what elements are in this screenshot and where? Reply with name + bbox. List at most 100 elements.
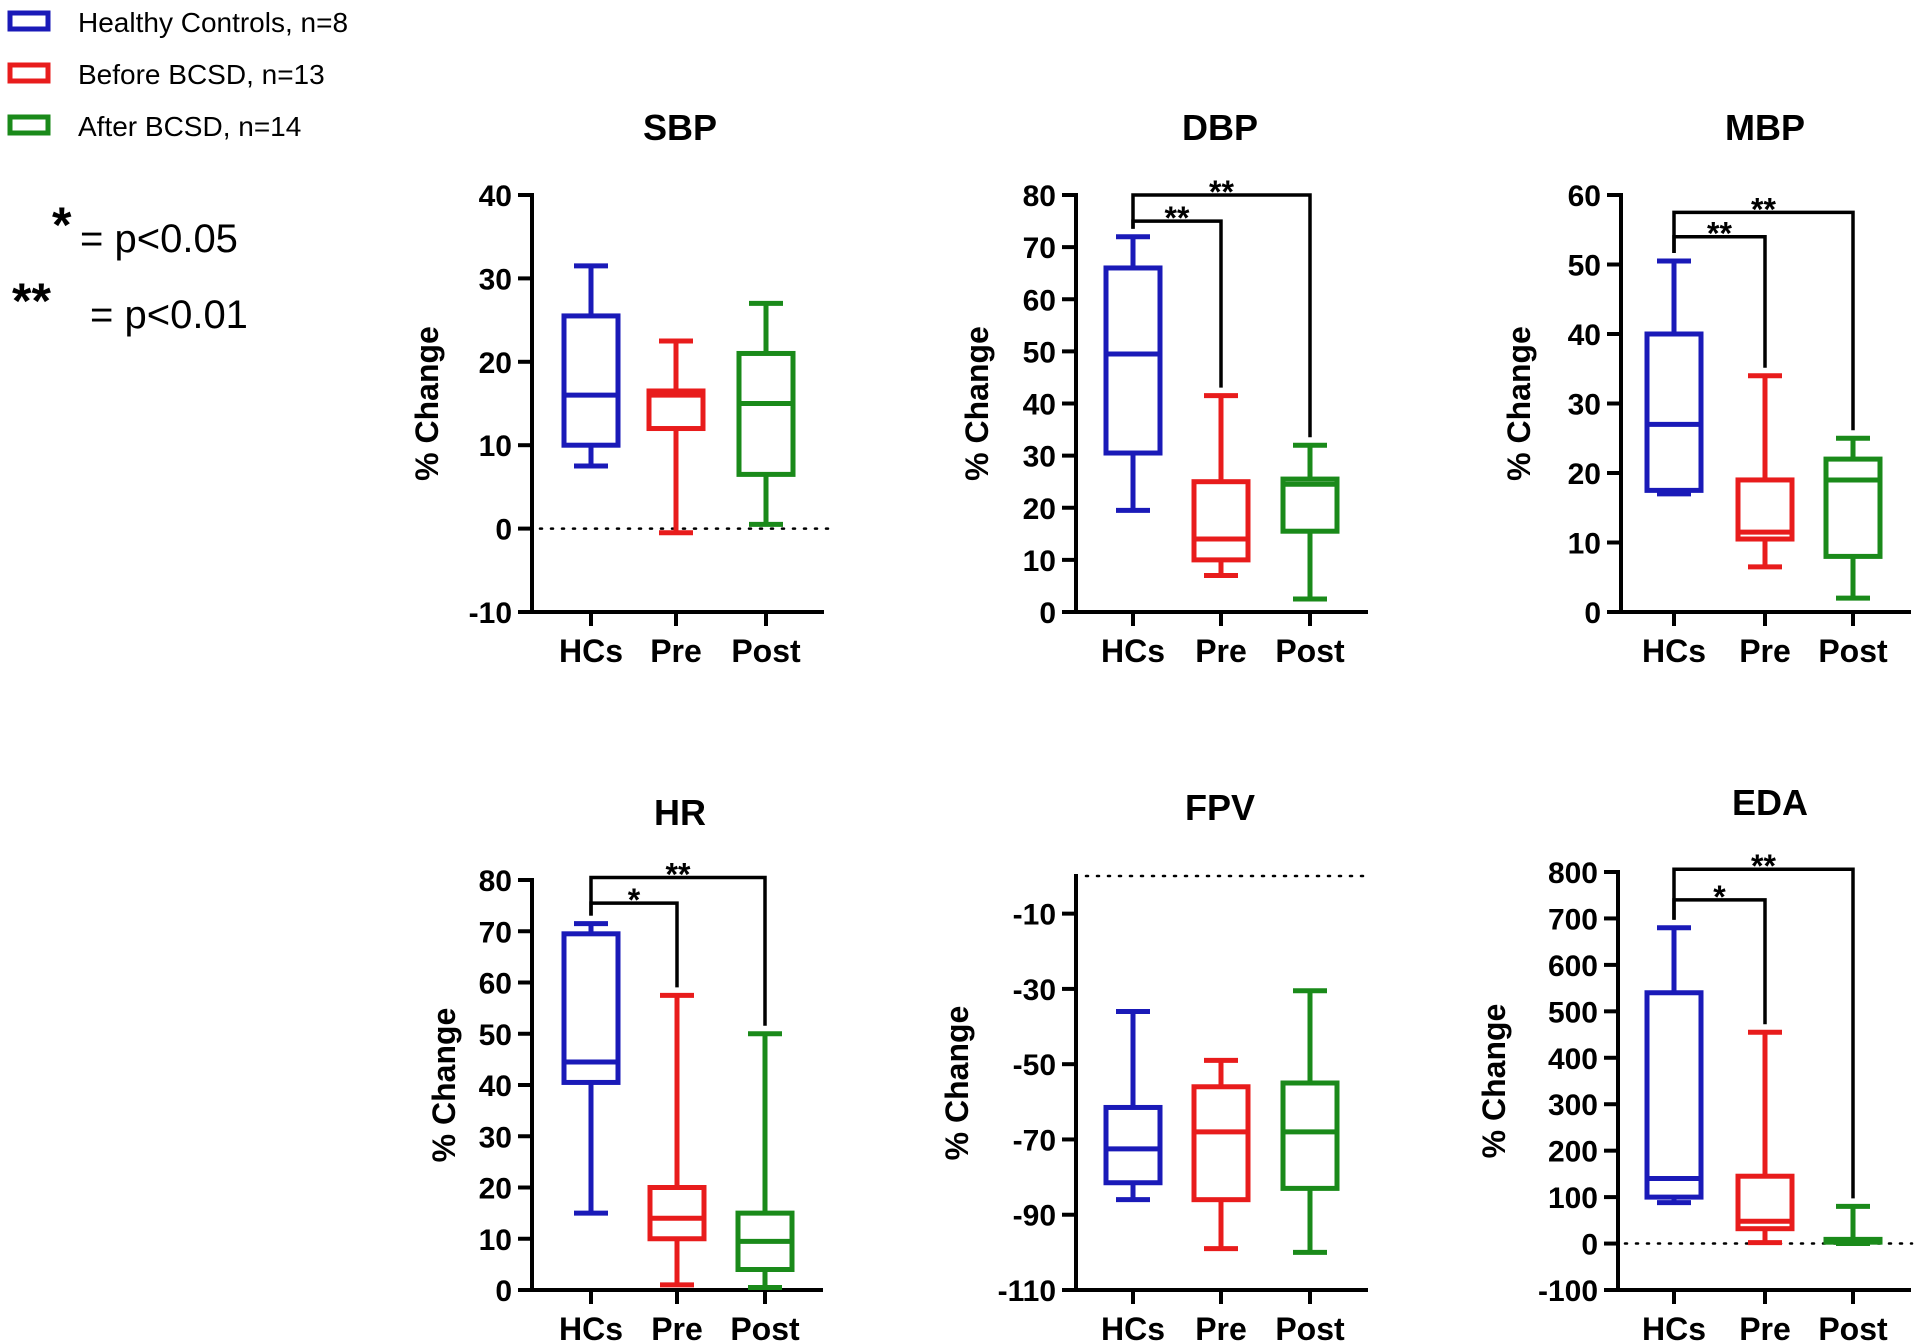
x-tick-label-hr-post: Post bbox=[730, 1311, 800, 1343]
y-tick-label-sbp: 30 bbox=[479, 263, 512, 296]
y-tick-label-mbp: 10 bbox=[1568, 528, 1601, 561]
y-tick-label-mbp: 50 bbox=[1568, 250, 1601, 283]
bracket-stars: ** bbox=[1707, 216, 1732, 252]
box-hr-pre bbox=[647, 992, 707, 1288]
y-tick-label-dbp: 20 bbox=[1023, 493, 1056, 526]
box-eda-post bbox=[1823, 1203, 1883, 1247]
y-tick-label-eda: 500 bbox=[1548, 996, 1598, 1029]
legend-label-pre: Before BCSD, n=13 bbox=[78, 59, 325, 90]
box-fpv-pre bbox=[1191, 1057, 1251, 1252]
box-sbp-hcs bbox=[561, 263, 621, 469]
x-tick-label-eda-hcs: HCs bbox=[1642, 1311, 1706, 1343]
chart-title-hr: HR bbox=[654, 792, 706, 833]
bracket-stars: ** bbox=[1751, 848, 1776, 884]
y-tick-label-fpv: -70 bbox=[1013, 1124, 1056, 1157]
bracket-line bbox=[589, 875, 767, 1026]
box-iqr bbox=[1280, 476, 1340, 534]
y-tick-label-mbp: 20 bbox=[1568, 458, 1601, 491]
box-mbp-hcs bbox=[1644, 258, 1704, 497]
legend-label-post: After BCSD, n=14 bbox=[78, 111, 301, 142]
bracket-stars: ** bbox=[1751, 191, 1776, 227]
significance-stars-p01: ** bbox=[12, 273, 51, 329]
x-tick-label-fpv-hcs: HCs bbox=[1101, 1311, 1165, 1343]
significance-bracket-hr-1: ** bbox=[589, 856, 767, 1026]
legend-entry-before-bcsd: Before BCSD, n=13 bbox=[7, 59, 325, 90]
y-tick-label-eda: 100 bbox=[1548, 1182, 1598, 1215]
bracket-stars: ** bbox=[666, 856, 691, 892]
legend-entry-healthy-controls: Healthy Controls, n=8 bbox=[7, 7, 348, 38]
y-axis-label-hr: % Change bbox=[426, 1008, 462, 1163]
box-iqr bbox=[1644, 331, 1704, 493]
legend-entry-after-bcsd: After BCSD, n=14 bbox=[7, 111, 301, 142]
x-tick-label-fpv-pre: Pre bbox=[1195, 1311, 1247, 1343]
box-mbp-post bbox=[1823, 435, 1883, 601]
y-tick-label-dbp: 60 bbox=[1023, 284, 1056, 317]
chart-title-eda: EDA bbox=[1732, 782, 1808, 823]
bracket-stars: * bbox=[1713, 879, 1726, 915]
y-tick-label-fpv: -50 bbox=[1013, 1049, 1056, 1082]
y-tick-label-eda: -100 bbox=[1538, 1275, 1598, 1308]
box-fpv-post bbox=[1280, 988, 1340, 1255]
y-tick-label-sbp: 0 bbox=[495, 514, 512, 547]
y-tick-label-dbp: 10 bbox=[1023, 545, 1056, 578]
box-dbp-hcs bbox=[1103, 234, 1163, 513]
y-tick-label-mbp: 60 bbox=[1568, 180, 1601, 213]
y-tick-label-sbp: -10 bbox=[469, 597, 512, 630]
y-tick-label-sbp: 10 bbox=[479, 430, 512, 463]
y-tick-label-dbp: 40 bbox=[1023, 389, 1056, 422]
panel-mbp: MBP % Change 0 10 20 30 40 50 60 HCs Pre Post ** ** bbox=[1501, 107, 1911, 669]
box-sbp-pre bbox=[646, 338, 706, 536]
x-tick-label-dbp-post: Post bbox=[1275, 633, 1345, 669]
y-axis-label-sbp: % Change bbox=[409, 326, 445, 481]
y-tick-label-hr: 70 bbox=[479, 916, 512, 949]
y-axis-label-dbp: % Change bbox=[959, 326, 995, 481]
y-tick-label-hr: 60 bbox=[479, 968, 512, 1001]
panel-eda: EDA % Change -100 0 100 200 300 400 500 600 700 800… bbox=[1476, 782, 1914, 1343]
box-dbp-post bbox=[1280, 442, 1340, 602]
significance-bracket-dbp-1: ** bbox=[1131, 174, 1312, 438]
box-mbp-pre bbox=[1735, 373, 1795, 570]
y-tick-label-sbp: 40 bbox=[479, 180, 512, 213]
chart-title-sbp: SBP bbox=[643, 107, 717, 148]
significance-bracket-eda-1: ** bbox=[1672, 848, 1855, 1199]
bracket-line bbox=[1672, 867, 1855, 1199]
x-tick-label-dbp-pre: Pre bbox=[1195, 633, 1247, 669]
bracket-line bbox=[1131, 193, 1312, 438]
y-tick-label-hr: 50 bbox=[479, 1019, 512, 1052]
box-iqr bbox=[1191, 479, 1251, 563]
y-tick-label-fpv: -110 bbox=[998, 1275, 1056, 1308]
y-tick-label-eda: 700 bbox=[1548, 903, 1598, 936]
box-hr-post bbox=[735, 1031, 795, 1290]
chart-title-dbp: DBP bbox=[1182, 107, 1258, 148]
box-iqr bbox=[1191, 1084, 1251, 1203]
y-axis-label-eda: % Change bbox=[1476, 1004, 1512, 1159]
x-tick-label-mbp-pre: Pre bbox=[1739, 633, 1791, 669]
box-sbp-post bbox=[736, 300, 796, 527]
box-eda-hcs bbox=[1644, 925, 1704, 1206]
y-tick-label-mbp: 40 bbox=[1568, 319, 1601, 352]
x-tick-label-hr-hcs: HCs bbox=[559, 1311, 623, 1343]
box-iqr bbox=[736, 350, 796, 477]
y-tick-label-fpv: -30 bbox=[1013, 974, 1056, 1007]
y-tick-label-sbp: 20 bbox=[479, 347, 512, 380]
y-tick-label-hr: 40 bbox=[479, 1070, 512, 1103]
y-tick-label-fpv: -10 bbox=[1013, 899, 1056, 932]
x-tick-label-eda-post: Post bbox=[1818, 1311, 1888, 1343]
box-eda-pre bbox=[1735, 1029, 1795, 1246]
box-iqr bbox=[1823, 456, 1883, 559]
legend-label-hc: Healthy Controls, n=8 bbox=[78, 7, 348, 38]
bracket-line bbox=[1672, 210, 1855, 431]
x-tick-label-sbp-hcs: HCs bbox=[559, 633, 623, 669]
box-iqr bbox=[1735, 477, 1795, 542]
box-iqr bbox=[561, 931, 621, 1085]
y-tick-label-eda: 400 bbox=[1548, 1043, 1598, 1076]
bracket-stars: ** bbox=[1209, 174, 1234, 210]
chart-title-fpv: FPV bbox=[1185, 787, 1255, 828]
x-tick-label-dbp-hcs: HCs bbox=[1101, 633, 1165, 669]
box-iqr bbox=[1644, 990, 1704, 1200]
significance-text-p05: = p<0.05 bbox=[80, 217, 238, 261]
y-axis-label-fpv: % Change bbox=[939, 1006, 975, 1161]
y-tick-label-eda: 0 bbox=[1581, 1229, 1598, 1262]
box-iqr bbox=[1103, 265, 1163, 456]
